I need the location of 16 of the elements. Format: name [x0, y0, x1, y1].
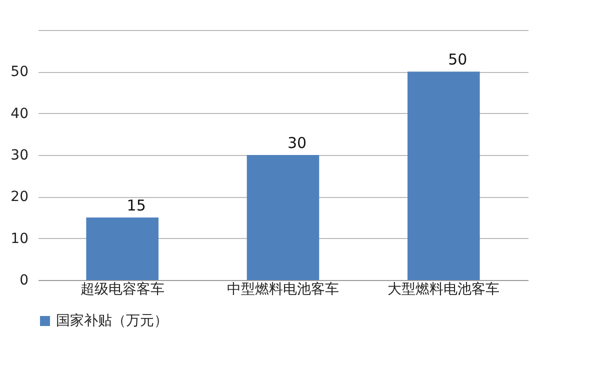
legend-label: 国家补贴（万元） — [56, 313, 168, 329]
y-tick-label: 20 — [10, 189, 28, 206]
data-label: 15 — [126, 196, 146, 214]
data-label: 30 — [287, 134, 307, 152]
y-tick-label: 50 — [10, 64, 28, 80]
y-tick-label: 10 — [10, 230, 28, 247]
bar — [86, 218, 158, 280]
y-tick-label: 30 — [10, 148, 28, 164]
x-tick-label: 中型燃料电池客车 — [227, 282, 339, 298]
data-label: 50 — [448, 50, 468, 69]
bar — [408, 72, 480, 280]
y-tick-label: 0 — [20, 272, 28, 288]
bar — [246, 155, 320, 280]
x-tick-label: 大型燃料电池客车 — [388, 282, 500, 298]
y-tick-label: 40 — [10, 106, 28, 122]
x-tick-label: 超级电容客车 — [80, 282, 164, 298]
